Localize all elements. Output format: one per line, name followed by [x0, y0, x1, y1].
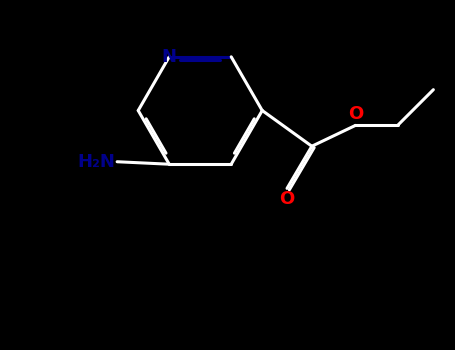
Text: N: N [162, 48, 177, 66]
Text: H₂N: H₂N [77, 153, 115, 171]
Text: O: O [348, 105, 363, 124]
Text: O: O [279, 190, 295, 208]
